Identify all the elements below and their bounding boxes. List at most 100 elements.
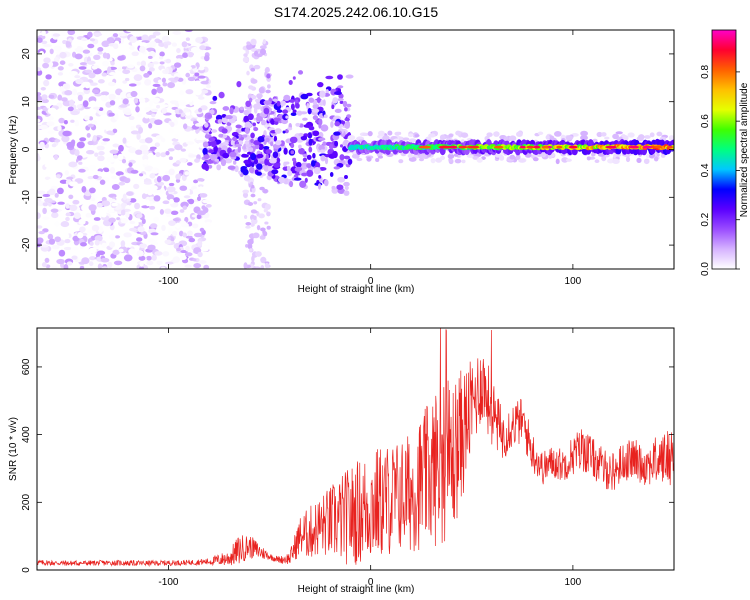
spectrogram-cell <box>141 193 147 200</box>
spectrogram-cell <box>74 53 83 60</box>
spectrogram-cell <box>87 140 94 146</box>
spectrogram-cell <box>178 101 187 106</box>
spectrogram-cell <box>168 182 175 187</box>
spectrogram-cell <box>110 175 117 180</box>
spectrogram-cell <box>185 72 191 78</box>
spectrogram-cell <box>44 250 50 256</box>
spectrogram-cell <box>262 231 268 237</box>
spectrogram-cell <box>504 136 509 141</box>
spectrogram-cell <box>258 86 265 94</box>
spectrogram-cell <box>102 138 110 142</box>
spectrogram-cell <box>152 31 161 36</box>
y-tick-label: 0 <box>21 146 32 152</box>
spectrogram-cell <box>191 223 199 229</box>
spectrogram-cell <box>246 70 250 76</box>
spectrogram-cell <box>254 98 261 103</box>
spectrogram-cell <box>439 134 446 141</box>
spectrogram-cell <box>37 118 41 123</box>
spectrogram-cell <box>284 161 290 165</box>
spectrogram-cell <box>209 100 217 105</box>
spectrogram-cell <box>93 54 101 61</box>
spectrogram-cell <box>250 223 255 227</box>
spectrogram-cell <box>591 152 596 157</box>
spectrogram-cell <box>135 106 140 113</box>
spectrogram-cell <box>625 156 631 163</box>
spectrogram-cell <box>159 51 165 57</box>
spectrogram-cell <box>329 143 334 150</box>
spectrogram-cell <box>79 226 86 233</box>
spectrogram-cell <box>171 230 178 237</box>
spectrogram-cell <box>168 156 173 161</box>
spectrogram-cell <box>344 185 349 190</box>
spectrogram-cell <box>126 141 134 147</box>
spectrogram-cell <box>287 127 293 131</box>
spectrogram-cell <box>356 157 363 162</box>
spectrogram-cell <box>533 145 541 149</box>
spectrogram-cell <box>344 117 350 122</box>
spectrogram-cell <box>179 157 187 163</box>
spectrogram-cell <box>156 260 163 265</box>
spectrogram-cell <box>185 112 191 116</box>
spectrogram-cell <box>220 158 227 167</box>
spectrogram-cell <box>48 88 57 93</box>
spectrogram-cell <box>255 251 262 257</box>
spectrogram-cell <box>126 30 135 33</box>
spectrogram-cell <box>195 128 200 134</box>
spectrogram-cell <box>282 130 286 134</box>
spectrogram-cell <box>112 143 120 148</box>
spectrogram-cell <box>438 145 451 149</box>
spectrogram-cell <box>156 176 162 183</box>
spectrogram-cell <box>290 103 295 111</box>
spectrogram-cell <box>37 92 42 97</box>
spectrogram-cell <box>259 186 265 191</box>
y-tick-label: 400 <box>21 426 32 443</box>
colorbar-tick-label: 0.6 <box>700 114 711 128</box>
spectrogram-cell <box>307 107 312 115</box>
spectrogram-cell <box>161 35 170 42</box>
spectrogram-cell <box>586 156 591 161</box>
spectrogram-cell <box>203 264 210 269</box>
spectrogram-cell <box>129 220 136 225</box>
spectrogram-cell <box>166 213 171 218</box>
spectrogram-cell <box>210 129 218 133</box>
spectrogram-cell <box>144 137 153 144</box>
spectrogram-cell <box>241 134 248 138</box>
spectrogram-cell <box>173 62 182 68</box>
spectrogram-cell <box>418 157 425 162</box>
spectrogram-cell <box>37 190 46 195</box>
spectrogram-cell <box>76 104 83 109</box>
spectrogram-cell <box>263 100 272 105</box>
spectrogram-cell <box>108 217 116 223</box>
spectrogram-cell <box>53 45 63 52</box>
spectrogram-cell <box>152 83 161 88</box>
spectrogram-cell <box>182 205 188 210</box>
spectrogram-cell <box>153 216 159 223</box>
spectrogram-cell <box>164 67 169 74</box>
spectrogram-cell <box>123 232 132 238</box>
spectrogram-cell <box>121 62 130 67</box>
spectrogram-cell <box>123 254 133 262</box>
spectrogram-cell <box>213 145 218 153</box>
spectrogram-cell <box>592 138 598 143</box>
spectrogram-cell <box>265 149 273 154</box>
spectrogram-cell <box>57 94 63 101</box>
spectrogram-cell <box>306 169 314 177</box>
spectrogram-cell <box>260 227 266 232</box>
spectrogram-cell <box>307 132 313 139</box>
spectrogram-cell <box>298 132 304 137</box>
spectrogram-cell <box>66 261 73 266</box>
spectrogram-cell <box>176 48 181 54</box>
spectrogram-cell <box>302 153 308 158</box>
spectrogram-cell <box>118 248 124 253</box>
spectrogram-cell <box>159 61 165 65</box>
spectrogram-cell <box>169 100 179 104</box>
spectrogram-cell <box>262 39 267 45</box>
spectrogram-cell <box>225 115 233 120</box>
x-tick-label: 100 <box>565 276 582 287</box>
spectrogram-cell <box>41 262 47 268</box>
spectrogram-cell <box>100 91 110 96</box>
spectrogram-cell <box>111 202 118 207</box>
spectrogram-cell <box>163 125 173 129</box>
spectrogram-cell <box>50 208 59 213</box>
spectrogram-cell <box>52 33 61 37</box>
